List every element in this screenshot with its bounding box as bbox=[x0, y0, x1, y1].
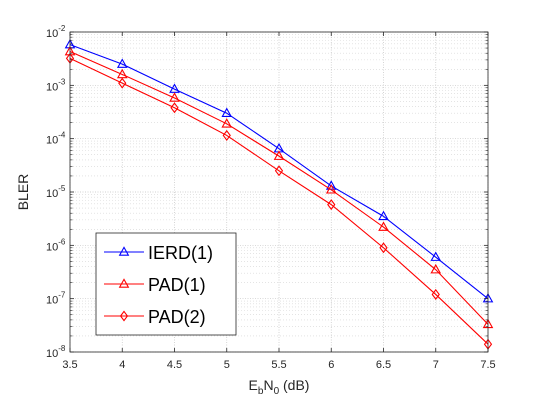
y-tick-label: 10-3 bbox=[46, 77, 66, 93]
triangle-marker bbox=[118, 246, 130, 256]
legend-entry: PAD(1) bbox=[104, 275, 206, 295]
triangle-marker bbox=[430, 251, 442, 261]
diamond-marker bbox=[222, 129, 231, 141]
x-tick-label: 7.5 bbox=[480, 359, 495, 371]
diamond-marker bbox=[170, 102, 179, 114]
triangle-marker bbox=[378, 221, 389, 231]
legend-label: IERD(1) bbox=[148, 243, 213, 263]
diamond-marker bbox=[118, 77, 127, 89]
triangle-marker bbox=[221, 118, 233, 128]
x-tick-label: 5.5 bbox=[271, 359, 286, 371]
series-line bbox=[69, 44, 489, 300]
legend-entry: IERD(1) bbox=[104, 243, 213, 263]
x-tick-label: 4 bbox=[119, 359, 125, 371]
y-tick-label: 10-8 bbox=[46, 344, 66, 360]
plot-area: 3.5 4 4.5 5 5.5 6 6.5 7 7.5 10-2 10-3 10-4 10-5 10-6 1… bbox=[15, 24, 496, 397]
x-tick-label: 5 bbox=[224, 359, 230, 371]
y-axis-label: BLER bbox=[15, 174, 31, 211]
diamond-marker bbox=[327, 199, 336, 211]
x-tick-label: 6 bbox=[328, 359, 334, 371]
y-tick-label: 10-2 bbox=[46, 24, 66, 40]
triangle-marker bbox=[325, 184, 337, 194]
triangle-marker bbox=[221, 107, 233, 117]
diamond-marker bbox=[274, 165, 284, 177]
triangle-marker bbox=[118, 278, 130, 288]
y-tick-label: 10-5 bbox=[46, 184, 66, 200]
y-tick-label: 10-7 bbox=[46, 291, 66, 307]
legend-label: PAD(1) bbox=[148, 275, 206, 295]
triangle-marker bbox=[430, 263, 442, 274]
x-tick-label: 7 bbox=[433, 359, 439, 371]
triangle-marker bbox=[273, 150, 285, 160]
series-line bbox=[69, 57, 489, 345]
y-tick-label: 10-6 bbox=[46, 237, 66, 253]
legend-entry: PAD(2) bbox=[104, 307, 206, 327]
series-line bbox=[69, 51, 489, 325]
triangle-marker bbox=[169, 92, 180, 102]
triangle-marker bbox=[116, 58, 128, 68]
diamond-marker bbox=[119, 310, 129, 322]
legend-label: PAD(2) bbox=[148, 307, 206, 327]
y-tick-label: 10-4 bbox=[46, 131, 66, 147]
triangle-marker bbox=[378, 210, 389, 221]
legend: IERD(1) PAD(1) PAD(2) bbox=[95, 232, 237, 336]
x-axis-label: EbN0 (dB) bbox=[249, 377, 310, 397]
x-tick-label: 3.5 bbox=[62, 359, 77, 371]
series-pad-1 bbox=[64, 45, 494, 329]
diamond-marker bbox=[431, 288, 440, 300]
diamond-marker bbox=[379, 242, 388, 254]
x-tick-label: 6.5 bbox=[376, 359, 391, 371]
x-tick-label: 4.5 bbox=[167, 359, 182, 371]
